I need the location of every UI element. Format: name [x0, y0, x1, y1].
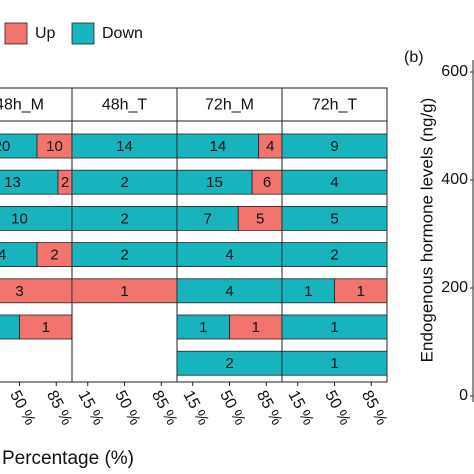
bar-segment	[281, 242, 388, 268]
bar-segment	[176, 133, 260, 159]
bar-segment	[251, 169, 283, 195]
y-tick-label: 400	[441, 171, 468, 188]
bar-segment	[229, 314, 283, 340]
bar-label: 2	[120, 247, 128, 264]
bar-segment	[281, 314, 388, 340]
bar-segment	[71, 242, 178, 268]
legend-label: Down	[102, 25, 143, 42]
bar-label: 1	[357, 283, 365, 300]
legend-swatch	[4, 22, 28, 45]
bar-segment	[0, 314, 20, 340]
bar-segment	[0, 205, 73, 231]
bar-segment	[0, 133, 38, 159]
bar-segment	[281, 278, 335, 304]
bar-label: 5	[330, 210, 338, 227]
bar-segment	[176, 278, 283, 304]
bar-label: 15	[206, 174, 223, 191]
strip	[281, 87, 388, 122]
bar-label: 1	[304, 283, 312, 300]
bar-label: 2	[120, 174, 128, 191]
panel-tag: (b)	[404, 49, 424, 66]
bar-label: 2	[61, 174, 69, 191]
bar-label: 5	[256, 210, 264, 227]
y-axis-title: Endogenous hormone levels (ng/g)	[417, 98, 436, 363]
bar-label: 14	[209, 138, 226, 155]
strip-title: 72h_M	[205, 97, 254, 114]
bar-label: 1	[120, 283, 128, 300]
panel-b: (b) Endogenous hormone levels (ng/g) 0 200 4…	[404, 49, 474, 404]
bar-label: 1	[330, 319, 338, 336]
bar-segment	[176, 350, 283, 376]
bar-label: 4	[266, 138, 274, 155]
strip	[71, 87, 178, 122]
bar-segment	[71, 278, 178, 304]
strip-title: 48h_T	[102, 97, 148, 114]
y-tick-label: 200	[441, 279, 468, 296]
bar-segment	[71, 205, 178, 231]
bar-label: 3	[15, 283, 23, 300]
x-tick-label: 50 %	[6, 388, 38, 428]
bar-label: 1	[199, 319, 207, 336]
bar-label: 2	[330, 247, 338, 264]
x-tick-label: 50 %	[216, 388, 248, 428]
bar-label: 1	[252, 319, 260, 336]
x-axis-title: Percentage (%)	[2, 448, 134, 469]
bar-label: 1	[42, 319, 50, 336]
bar-label: 2	[225, 355, 233, 372]
strip	[176, 87, 283, 122]
x-tick-label: 15 %	[284, 388, 316, 428]
x-tick-label: 15 %	[0, 388, 2, 428]
bar-label: 10	[46, 138, 63, 155]
x-tick-label: 50 %	[321, 388, 353, 428]
bar-label: 2	[120, 210, 128, 227]
x-tick-label: 50 %	[111, 388, 143, 428]
bar-label: 13	[4, 174, 21, 191]
x-tick-label: 85 %	[148, 388, 180, 428]
x-tick-label: 15 %	[179, 388, 211, 428]
bar-segment	[71, 133, 178, 159]
bar-segment	[0, 278, 73, 304]
y-tick-label: 0	[459, 387, 468, 404]
bar-segment	[176, 205, 239, 231]
bar-label: 9	[330, 138, 338, 155]
strip-title: 48h_M	[0, 97, 44, 114]
x-tick-label: 85 %	[358, 388, 390, 428]
bar-label: 20	[0, 138, 10, 155]
panel-a: UpDown48h_M2010132104231115 %50 %85 %48h…	[0, 22, 390, 469]
bar-label: 4	[225, 283, 233, 300]
bar-segment	[281, 350, 388, 376]
bar-label: 4	[225, 247, 233, 264]
bar-segment	[334, 278, 388, 304]
bar-label: 6	[263, 174, 271, 191]
y-tick-label: 600	[441, 63, 468, 80]
bar-label: 7	[203, 210, 211, 227]
bar-label: 14	[116, 138, 133, 155]
bar-label: 10	[11, 210, 28, 227]
bar-segment	[0, 242, 38, 268]
x-tick-label: 85 %	[43, 388, 75, 428]
x-tick-label: 15 %	[74, 388, 106, 428]
bar-label: 2	[50, 247, 58, 264]
bar-segment	[19, 314, 73, 340]
x-tick-label: 85 %	[253, 388, 285, 428]
legend-label: Up	[35, 25, 56, 42]
bar-segment	[281, 133, 388, 159]
bar-segment	[281, 169, 388, 195]
bar-segment	[71, 169, 178, 195]
bar-label: 4	[0, 247, 6, 264]
legend-swatch	[71, 22, 95, 45]
bar-segment	[176, 169, 253, 195]
strip-title: 72h_T	[312, 97, 358, 114]
bar-label: 4	[330, 174, 338, 191]
bar-label: 1	[330, 355, 338, 372]
bar-segment	[281, 205, 388, 231]
bar-segment	[237, 205, 283, 231]
bar-segment	[36, 242, 73, 268]
